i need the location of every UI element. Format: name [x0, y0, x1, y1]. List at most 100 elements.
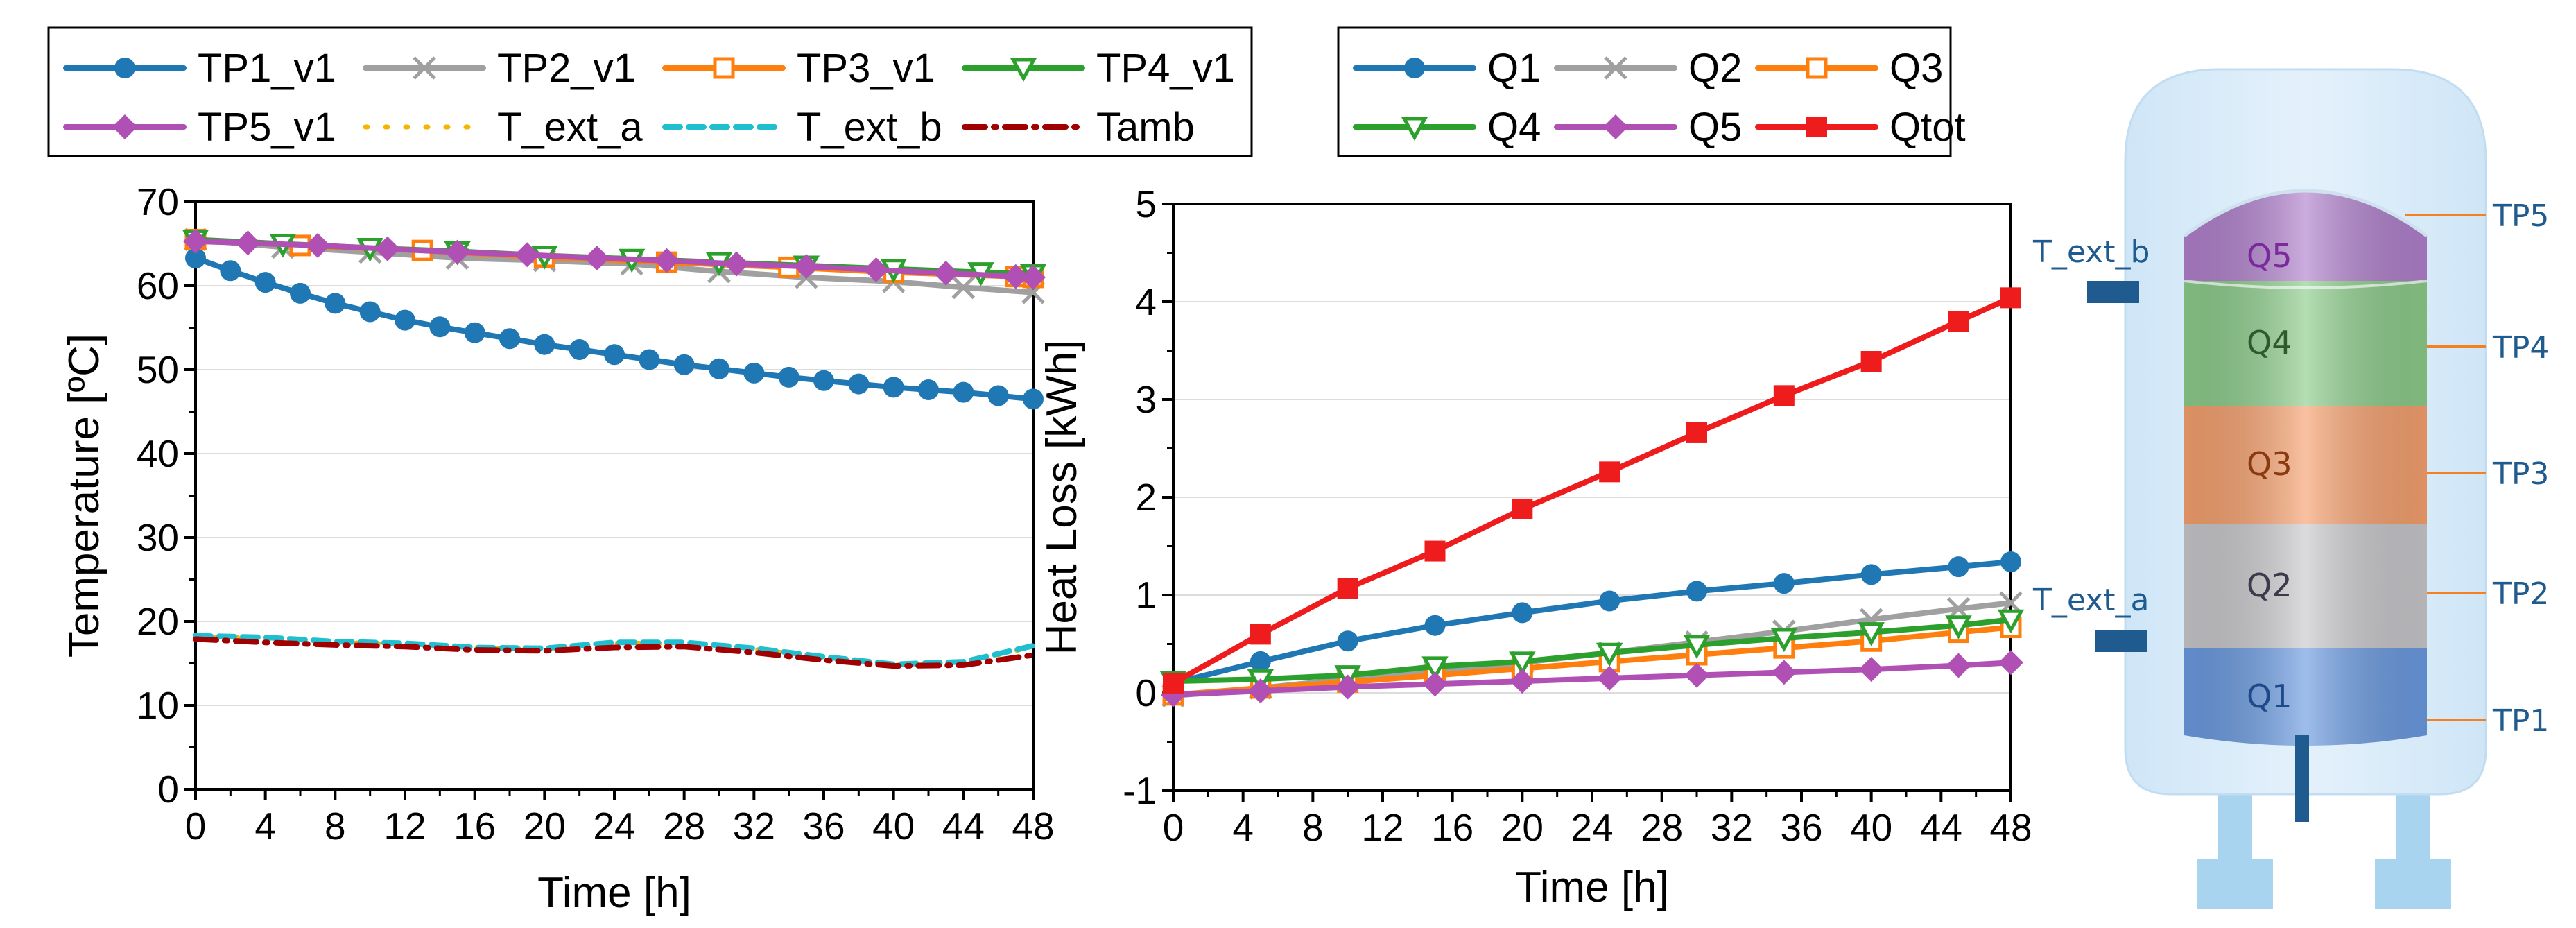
point-tp5-v1 — [654, 248, 680, 273]
point-q5 — [1422, 671, 1448, 697]
chart1-y-tick-label: 50 — [137, 348, 179, 391]
point-qtot — [1599, 461, 1620, 483]
point-q5 — [1771, 660, 1797, 685]
legend-marker-tp3-v1 — [713, 57, 735, 79]
point-tp5-v1 — [515, 242, 540, 268]
point-q4 — [1683, 635, 1711, 660]
tank-diagram: Q5 Q4 Q3 Q2 Q1 TP5 TP4 TP3 TP2 TP1 T_ext_b T_ext_a — [2032, 68, 2549, 909]
chart2-x-tick-label: 44 — [1920, 806, 1962, 849]
legend-marker-q5 — [1603, 114, 1628, 139]
chart2-x-tick-label: 48 — [1989, 806, 2032, 849]
point-tp1-v1 — [1023, 388, 1044, 410]
point-tp1-v1 — [290, 282, 311, 304]
point-tp1-v1 — [673, 354, 695, 375]
point-q5 — [1684, 662, 1709, 688]
point-qtot — [1948, 311, 1969, 332]
legend-marker-q2 — [1604, 56, 1627, 80]
point-tp1-v1 — [813, 370, 834, 391]
chart2-y-tick-label: 5 — [1135, 182, 1157, 225]
chart1-x-tick-label: 8 — [325, 805, 346, 848]
point-tp1-v1 — [709, 358, 729, 379]
point-tp1-v1 — [743, 362, 765, 384]
chart1-y-tick-label: 40 — [137, 432, 179, 475]
series-line-qtot — [1170, 295, 2014, 686]
point-tp5-v1 — [793, 254, 819, 280]
point-qtot — [1250, 624, 1271, 645]
chart1-plot-frame — [194, 200, 1035, 791]
chart2-x-tick-label: 12 — [1361, 806, 1403, 849]
chart2-x-tick-label: 16 — [1431, 806, 1473, 849]
legend-label-tp3-v1: TP3_v1 — [797, 46, 935, 91]
chart1-x-tick-label: 44 — [942, 805, 985, 848]
point-qtot — [1686, 422, 1707, 443]
chart1-x-tick-label: 32 — [733, 805, 775, 848]
chart1-y-tick-label: 0 — [157, 768, 179, 811]
point-tp1-v1 — [778, 366, 799, 388]
tank-layer-q1-shade — [2184, 648, 2427, 746]
legend-label-q1: Q1 — [1487, 46, 1541, 91]
tank-layer-q3-label: Q3 — [2247, 445, 2292, 483]
point-tp1-v1 — [883, 377, 904, 398]
point-q5 — [1510, 669, 1535, 694]
tank-layer-q1-label: Q1 — [2247, 678, 2292, 715]
tank-leg-right-foot — [2375, 859, 2451, 909]
chart2-legend-frame — [1337, 26, 1952, 157]
point-tp5-v1 — [1003, 264, 1028, 289]
chart1-legend-frame — [47, 26, 1253, 157]
point-q4 — [1596, 642, 1623, 667]
chart2-legend: Q1 Q2 Q3 Q4 Q5 Qtot — [1337, 26, 1966, 157]
probe-label-tp4: TP4 — [2492, 330, 2549, 366]
legend-marker-q4 — [1401, 117, 1428, 141]
legend-label-tamb: Tamb — [1096, 105, 1195, 150]
chart1-y-tick-label: 30 — [137, 516, 179, 559]
legend-marker-tp1-v1 — [114, 58, 135, 78]
tank-layer-q2-label: Q2 — [2247, 567, 2292, 604]
probe-label-tp2: TP2 — [2492, 576, 2549, 612]
point-tp5-v1 — [374, 236, 400, 261]
point-tp2-v1 — [951, 275, 976, 300]
chart2-x-tick-label: 32 — [1711, 806, 1753, 849]
legend-label-tp5-v1: TP5_v1 — [198, 105, 336, 150]
chart1-y-tick-label: 70 — [137, 180, 179, 223]
tank-layer-interface — [2184, 280, 2428, 289]
point-tp1-v1 — [534, 334, 555, 355]
probe-label-tp3: TP3 — [2492, 456, 2549, 492]
legend-marker-q1 — [1404, 58, 1425, 78]
point-tp5-v1 — [235, 230, 261, 256]
legend-label-t-ext-a: T_ext_a — [497, 105, 643, 150]
tank-layer-q5-label: Q5 — [2247, 237, 2292, 275]
chart2-y-tick-label: 1 — [1135, 574, 1157, 617]
point-q5 — [1946, 653, 1971, 678]
point-tp1-v1 — [185, 248, 206, 269]
legend-marker-q3 — [1806, 57, 1828, 79]
legend-marker-tp2-v1 — [413, 56, 436, 80]
point-tp1-v1 — [987, 385, 1009, 406]
chart1-legend: TP1_v1 TP2_v1 TP3_v1 TP4_v1 TP5_v1 T_ext_a T_e… — [47, 26, 1253, 157]
tank-layer-q3-shade — [2184, 406, 2427, 524]
legend-label-qtot: Qtot — [1890, 105, 1966, 150]
point-tp1-v1 — [953, 381, 974, 403]
legend-label-tp4-v1: TP4_v1 — [1096, 46, 1235, 91]
series-line-tp1-v1 — [193, 255, 1036, 402]
point-qtot — [1512, 498, 1533, 519]
chart1-x-tick-label: 40 — [872, 805, 915, 848]
point-tp5-v1 — [933, 260, 959, 286]
point-q1 — [2000, 551, 2021, 573]
chart1-x-tick-label: 0 — [185, 805, 207, 848]
tank-layer-q5-shade — [2184, 191, 2427, 290]
sensor-label-t-ext-b: T_ext_b — [2032, 234, 2150, 270]
point-tp1-v1 — [499, 328, 520, 350]
legend-label-q3: Q3 — [1890, 46, 1943, 91]
chart1-x-tick-label: 28 — [663, 805, 705, 848]
point-q5 — [1597, 665, 1623, 691]
chart2-y-tick-label: -1 — [1123, 769, 1157, 812]
point-tp5-v1 — [183, 228, 208, 254]
point-qtot — [1163, 672, 1184, 694]
tank-leg-left-foot — [2197, 859, 2273, 909]
point-q1 — [1512, 602, 1533, 624]
point-tp1-v1 — [220, 260, 241, 282]
tank-layer-q4-label: Q4 — [2247, 324, 2292, 361]
chart2-x-tick-label: 24 — [1571, 806, 1613, 849]
